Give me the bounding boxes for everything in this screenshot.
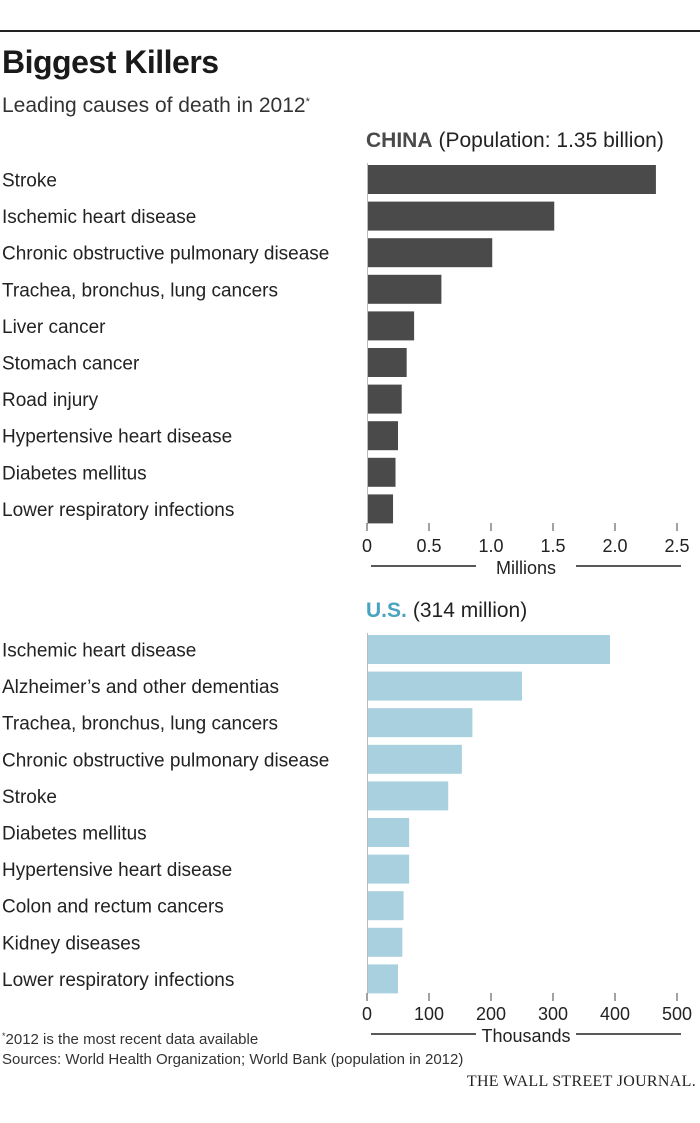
china-bar	[367, 274, 442, 304]
china-category-label: Ischemic heart disease	[2, 207, 196, 228]
us-bar	[367, 671, 522, 701]
us-tick-label: 200	[476, 1004, 506, 1024]
us-bar	[367, 854, 410, 884]
china-category-label: Stroke	[2, 171, 57, 192]
us-population-label: (314 million)	[413, 599, 527, 622]
china-chart-svg: CHINA (Population: 1.35 billion) Stroke Isc…	[2, 129, 690, 578]
china-category-label: Stomach cancer	[2, 354, 140, 375]
us-category-label: Ischemic heart disease	[2, 641, 196, 662]
us-panel-title: U.S. (314 million)	[366, 599, 527, 622]
footnote-text: 2012 is the most recent data available	[5, 1031, 259, 1048]
china-category-label: Trachea, bronchus, lung cancers	[2, 280, 278, 301]
us-tick-label: 400	[600, 1004, 630, 1024]
subtitle-footnote-mark: *	[305, 96, 310, 108]
subtitle-text: Leading causes of death in 2012	[2, 94, 306, 117]
china-bar	[367, 348, 407, 377]
us-chart-svg: U.S. (314 million) Ischemic heart disease A…	[2, 599, 692, 1046]
china-bar	[367, 384, 402, 414]
china-tick-label: 2.5	[664, 536, 689, 556]
china-bar	[367, 201, 555, 231]
china-bar	[367, 421, 398, 451]
top-rule	[0, 30, 700, 32]
china-bar	[367, 238, 493, 268]
footnote-mark: *	[2, 1031, 6, 1041]
publisher-logo: THE WALL STREET JOURNAL.	[466, 1073, 696, 1090]
china-panel-title: CHINA (Population: 1.35 billion)	[366, 129, 664, 152]
china-category-label: Chronic obstructive pulmonary disease	[2, 244, 329, 265]
china-axis-label: Millions	[496, 558, 556, 578]
us-category-label: Kidney diseases	[2, 933, 140, 954]
china-category-label: Road injury	[2, 390, 99, 411]
us-bar	[367, 964, 398, 994]
us-category-label: Hypertensive heart disease	[2, 860, 232, 881]
us-bar	[367, 708, 473, 738]
us-category-label: Trachea, bronchus, lung cancers	[2, 714, 278, 735]
us-category-label: Diabetes mellitus	[2, 824, 147, 845]
china-category-label: Diabetes mellitus	[2, 463, 147, 484]
us-category-label: Colon and rectum cancers	[2, 897, 224, 918]
sources-note: Sources: World Health Organization; Worl…	[2, 1051, 464, 1068]
china-tick-label: 2.0	[602, 536, 627, 556]
us-category-label: Lower respiratory infections	[2, 970, 234, 991]
china-category-label: Lower respiratory infections	[2, 500, 234, 521]
china-bar	[367, 494, 394, 524]
china-tick-label: 1.5	[540, 536, 565, 556]
us-bar	[367, 635, 611, 664]
us-tick-label: 0	[362, 1004, 372, 1024]
us-bar	[367, 781, 449, 811]
chart-subtitle: Leading causes of death in 2012*	[2, 94, 310, 118]
us-axis-label: Thousands	[481, 1026, 570, 1046]
chart-title: Biggest Killers	[2, 44, 219, 80]
china-bar	[367, 457, 396, 487]
china-bar	[367, 311, 415, 341]
us-bar	[367, 927, 403, 957]
us-category-label: Stroke	[2, 787, 57, 808]
footnote: *2012 is the most recent data available	[2, 1031, 258, 1048]
china-population-label: (Population: 1.35 billion)	[439, 129, 664, 152]
china-tick-label: 1.0	[478, 536, 503, 556]
china-tick-label: 0	[362, 536, 372, 556]
us-chart: U.S. (314 million) Ischemic heart disease A…	[0, 595, 700, 1046]
us-bar	[367, 818, 410, 847]
china-category-label: Hypertensive heart disease	[2, 427, 232, 448]
us-bar	[367, 744, 462, 774]
us-category-label: Chronic obstructive pulmonary disease	[2, 750, 329, 771]
us-tick-label: 300	[538, 1004, 568, 1024]
us-tick-label: 500	[662, 1004, 692, 1024]
us-country-label: U.S.	[366, 599, 407, 622]
china-country-label: CHINA	[366, 129, 433, 152]
china-category-label: Liver cancer	[2, 317, 106, 338]
china-bar	[367, 165, 656, 194]
china-tick-label: 0.5	[416, 536, 441, 556]
us-category-label: Alzheimer’s and other dementias	[2, 677, 279, 698]
china-chart: CHINA (Population: 1.35 billion) Stroke Isc…	[0, 125, 700, 585]
us-bar	[367, 891, 404, 921]
us-tick-label: 100	[414, 1004, 444, 1024]
